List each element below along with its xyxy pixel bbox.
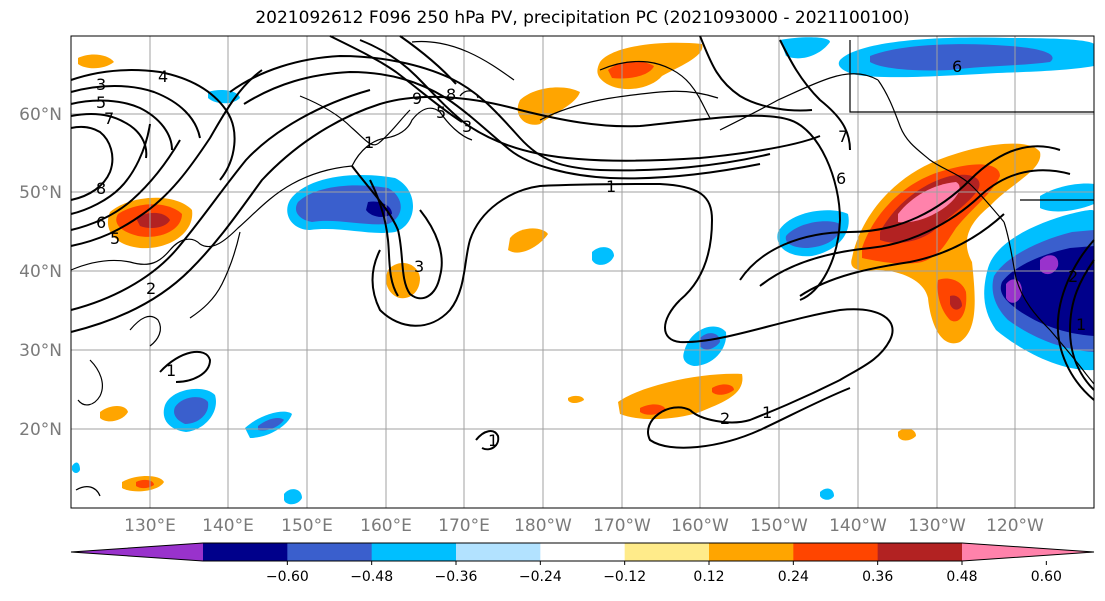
contour-label: 6 (96, 213, 106, 232)
lat-label: 40°N (19, 262, 62, 282)
colorbar-tick-label: 0.24 (778, 569, 809, 585)
lon-label: 150°W (750, 516, 808, 536)
contour-label: 1 (364, 133, 374, 152)
contour-label: 2 (146, 279, 156, 298)
colorbar-extension-high (962, 543, 1094, 561)
contour-label: 8 (446, 85, 456, 104)
colorbar-tick-label: 0.36 (862, 569, 893, 585)
lon-label: 180°W (514, 516, 572, 536)
colorbar-tick-label: −0.36 (435, 569, 478, 585)
lon-label: 170°E (438, 516, 490, 536)
coastlines (70, 40, 1095, 497)
lon-label: 160°W (671, 516, 729, 536)
longitude-labels: 130°E 140°E 150°E 160°E 170°E 180°W 170°… (124, 516, 1044, 536)
contour-label: 4 (158, 67, 168, 86)
lat-label: 50°N (19, 183, 62, 203)
colorbar-tick-label: −0.24 (519, 569, 562, 585)
lon-label: 130°W (908, 516, 966, 536)
contour-label: 8 (96, 179, 106, 198)
contour-label: 7 (104, 109, 114, 128)
colorbar-tick-label: 0.12 (693, 569, 724, 585)
contour-label: 7 (838, 127, 848, 146)
contour-label: 6 (952, 57, 962, 76)
contour-label: 1 (606, 177, 616, 196)
contour-label: 1 (488, 431, 498, 450)
colorbar-tick-label: 0.48 (946, 569, 977, 585)
latitude-labels: 60°N 50°N 40°N 30°N 20°N (19, 105, 62, 440)
figure-title: 2021092612 F096 250 hPa PV, precipitatio… (255, 8, 910, 28)
colorbar-extension-low (71, 543, 203, 561)
colorbar-swatch (624, 543, 710, 561)
lat-label: 60°N (19, 105, 62, 125)
contour-label: 9 (412, 89, 422, 108)
contour-label: 3 (96, 75, 106, 94)
lon-label: 170°W (593, 516, 651, 536)
contour-label: 1 (1076, 315, 1086, 334)
contour-labels: 3 4 5 7 8 6 5 1 9 8 5 3 1 2 3 1 1 7 6 2 … (96, 57, 1086, 450)
colorbar-swatch (203, 543, 288, 561)
lon-label: 120°W (986, 516, 1044, 536)
contour-label: 3 (462, 117, 472, 136)
lon-label: 160°E (360, 516, 412, 536)
colorbar-swatch (877, 543, 963, 561)
contour-label: 2 (720, 409, 730, 428)
contour-label: 5 (110, 229, 120, 248)
lat-label: 20°N (19, 420, 62, 440)
contour-label: 6 (836, 169, 846, 188)
map-area: 3 4 5 7 8 6 5 1 9 8 5 3 1 2 3 1 1 7 6 2 … (70, 35, 1095, 509)
colorbar-swatch (709, 543, 794, 561)
contour-label: 1 (166, 361, 176, 380)
colorbar: −0.60 −0.48 −0.36 −0.24 −0.12 0.12 0.24 0.36 0.4… (70, 542, 1095, 585)
contour-label: 5 (436, 103, 446, 122)
colorbar-swatch (456, 543, 541, 561)
lon-label: 140°W (829, 516, 887, 536)
pv-contours (70, 35, 1095, 451)
contour-label: 2 (1068, 267, 1078, 286)
colorbar-tick-label: −0.12 (603, 569, 646, 585)
contour-label: 3 (414, 257, 424, 276)
lon-label: 140°E (202, 516, 254, 536)
colorbar-swatch (540, 543, 626, 561)
lon-label: 150°E (281, 516, 333, 536)
contour-label: 5 (96, 93, 106, 112)
contour-label: 1 (762, 403, 772, 422)
lat-label: 30°N (19, 341, 62, 361)
colorbar-swatch (287, 543, 373, 561)
colorbar-outline (70, 542, 1095, 562)
colorbar-tick-label: −0.48 (350, 569, 393, 585)
colorbar-tick-label: −0.60 (266, 569, 309, 585)
colorbar-tick-label: 0.60 (1031, 569, 1062, 585)
colorbar-swatch (793, 543, 879, 561)
colorbar-swatch (371, 543, 457, 561)
lon-label: 130°E (124, 516, 176, 536)
